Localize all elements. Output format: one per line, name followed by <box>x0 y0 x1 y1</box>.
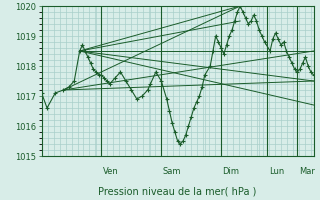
Text: Mar: Mar <box>299 167 315 176</box>
Text: Lun: Lun <box>269 167 284 176</box>
Text: Pression niveau de la mer( hPa ): Pression niveau de la mer( hPa ) <box>99 186 257 196</box>
Text: Ven: Ven <box>103 167 118 176</box>
Text: Sam: Sam <box>163 167 181 176</box>
Text: Dim: Dim <box>222 167 239 176</box>
